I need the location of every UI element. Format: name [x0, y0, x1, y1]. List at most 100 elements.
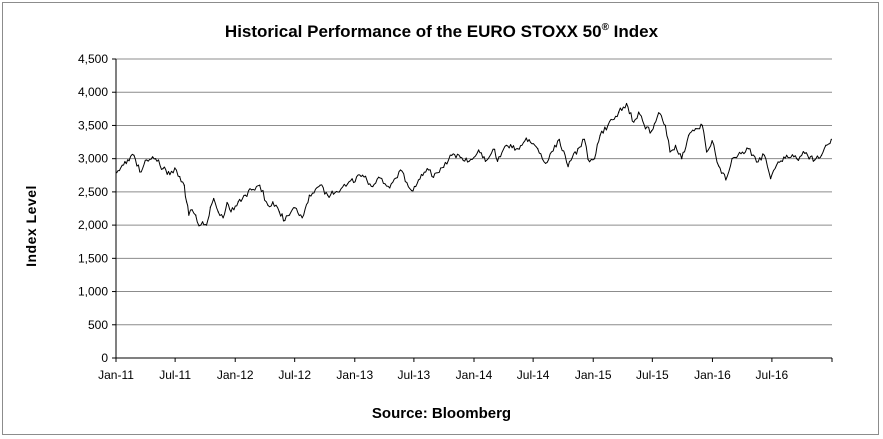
data-point	[525, 137, 527, 139]
data-point	[459, 156, 461, 158]
data-point	[830, 138, 832, 140]
data-point	[567, 166, 569, 168]
data-point	[399, 169, 402, 171]
data-point	[411, 189, 413, 192]
data-point	[294, 207, 296, 209]
data-point	[484, 160, 487, 162]
data-point	[493, 148, 496, 150]
data-point	[185, 201, 188, 203]
data-point	[362, 174, 364, 176]
x-tick-label: Jan-15	[575, 368, 612, 382]
data-point	[657, 112, 660, 114]
y-tick-label: 500	[88, 318, 108, 332]
data-point	[372, 185, 374, 188]
data-point	[121, 164, 123, 166]
data-point	[755, 161, 758, 163]
data-point	[443, 166, 445, 168]
x-tick-label: Jan-14	[456, 368, 493, 382]
x-tick-label: Jan-16	[694, 368, 731, 382]
data-point	[222, 217, 224, 219]
data-point	[427, 169, 430, 171]
data-point	[432, 176, 435, 178]
chart-title: Historical Performance of the EURO STOXX…	[224, 22, 659, 41]
data-point	[169, 174, 171, 176]
data-point	[162, 168, 164, 170]
data-point	[188, 214, 190, 216]
x-tick-label: Jul-11	[159, 368, 191, 382]
x-tick-label: Jul-12	[278, 368, 311, 382]
data-point	[599, 134, 601, 137]
y-tick-label: 3,000	[78, 152, 108, 166]
data-point	[378, 176, 380, 178]
data-point	[301, 217, 303, 219]
data-point	[825, 144, 827, 146]
x-tick-label: Jan-13	[336, 368, 373, 382]
y-tick-label: 2,000	[78, 218, 108, 232]
data-point	[664, 124, 667, 127]
data-point	[674, 144, 677, 146]
x-tick-label: Jan-12	[217, 368, 254, 382]
data-point	[583, 138, 586, 140]
data-point	[195, 214, 197, 216]
x-tick-label: Jul-13	[398, 368, 431, 382]
series-layer	[116, 102, 832, 227]
data-point	[128, 160, 130, 162]
x-tick-label: Jan-11	[98, 368, 134, 382]
data-point	[154, 158, 157, 160]
data-point	[711, 140, 713, 142]
data-point	[272, 201, 274, 203]
data-point	[244, 194, 246, 196]
data-point	[237, 201, 239, 203]
data-point	[558, 138, 560, 140]
series-line	[116, 103, 832, 227]
chart-frame	[2, 2, 879, 435]
data-point	[796, 158, 798, 160]
data-point	[688, 134, 690, 137]
x-tick-label: Jul-15	[636, 368, 669, 382]
axes	[112, 58, 833, 362]
data-point	[116, 172, 118, 174]
data-point	[496, 160, 499, 162]
x-tick-labels: Jan-11 Jul-11 Jan-12 Jul-12 Jan-13 Jul-13 Jan-…	[98, 368, 788, 382]
data-point	[133, 154, 135, 156]
data-point	[230, 211, 232, 213]
data-point	[250, 189, 253, 191]
data-point	[505, 144, 507, 146]
data-point	[179, 176, 181, 178]
data-point	[701, 124, 703, 127]
data-point	[731, 158, 733, 160]
data-point	[718, 165, 720, 167]
y-tick-label: 4,500	[78, 52, 108, 66]
source-note: Source: Bloomberg	[371, 405, 512, 422]
data-point	[814, 159, 816, 161]
data-point	[763, 154, 765, 156]
data-point	[593, 158, 596, 160]
data-point	[389, 187, 391, 189]
data-point	[644, 128, 647, 130]
data-point	[201, 221, 204, 223]
data-point	[820, 154, 823, 156]
data-point	[785, 154, 788, 156]
data-point	[278, 211, 280, 213]
data-point	[139, 171, 141, 173]
data-point	[259, 184, 261, 186]
data-point	[587, 158, 589, 160]
data-point	[669, 151, 671, 153]
x-tick-label: Jul-16	[756, 368, 789, 382]
data-point	[183, 184, 185, 186]
data-point	[288, 214, 291, 216]
y-tick-label: 3,500	[78, 118, 108, 132]
data-point	[804, 152, 806, 154]
data-point	[747, 148, 749, 150]
data-point	[338, 191, 341, 193]
data-point	[607, 124, 609, 127]
y-tick-label: 2,500	[78, 185, 108, 199]
data-point	[226, 201, 228, 204]
x-tick-label: Jul-14	[517, 368, 550, 382]
data-point	[777, 161, 779, 163]
data-point	[346, 183, 349, 185]
data-point	[284, 219, 286, 222]
data-point	[537, 148, 539, 150]
data-point	[769, 178, 772, 180]
data-point	[651, 130, 653, 132]
